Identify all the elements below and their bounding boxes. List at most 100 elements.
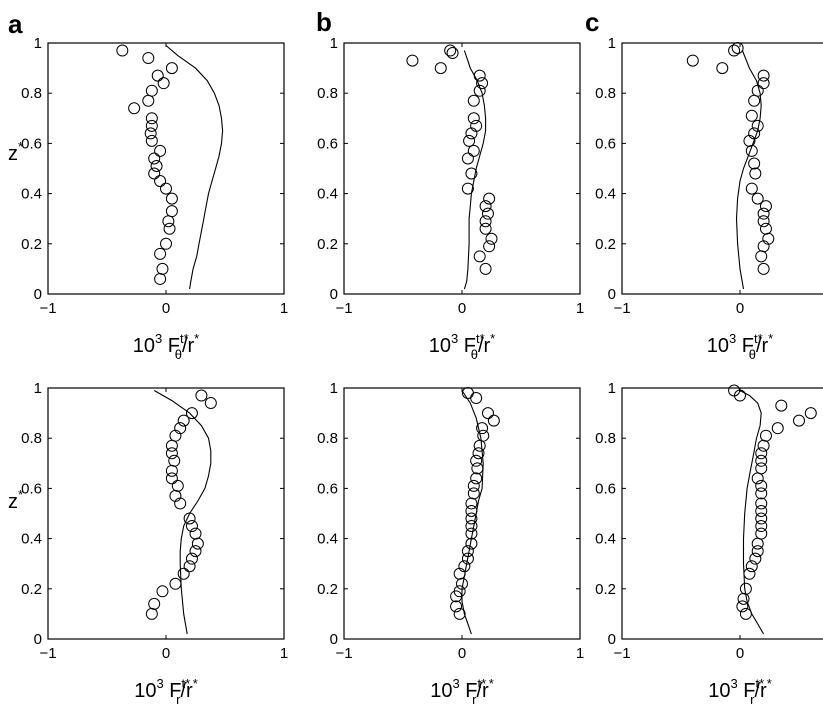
x-axis-label-prefix: 10 — [429, 335, 451, 357]
x-axis-label-F: F — [738, 680, 756, 702]
x-axis-label-sup: t* — [181, 676, 190, 691]
y-tick-label: 0.8 — [21, 430, 42, 447]
model-line — [153, 390, 212, 635]
y-axis-label-top: z* — [8, 139, 23, 165]
x-axis-label-slash: /r — [477, 680, 490, 702]
x-axis-label-sup2: * — [194, 331, 199, 346]
data-point — [755, 462, 768, 475]
data-point — [716, 62, 729, 75]
y-tick-label: 0.8 — [595, 430, 616, 447]
model-line — [739, 390, 765, 635]
y-tick-label: 0.6 — [595, 480, 616, 497]
data-point — [731, 42, 744, 55]
data-point — [465, 537, 478, 550]
data-point — [444, 44, 457, 57]
model-line — [463, 50, 487, 290]
data-point — [195, 389, 208, 402]
data-point — [467, 487, 480, 500]
x-axis-label-sup2: * — [193, 676, 198, 691]
x-axis-label: 103 Ft* r/r* — [134, 676, 198, 707]
data-point — [755, 479, 768, 492]
data-point — [116, 44, 129, 57]
data-point — [759, 429, 772, 442]
data-point — [804, 407, 817, 420]
y-tick-label: 0.2 — [21, 236, 42, 253]
data-point — [755, 487, 768, 500]
model-line — [461, 390, 484, 635]
y-tick-label: 0 — [608, 286, 616, 303]
data-point — [476, 77, 489, 90]
data-point — [476, 422, 489, 435]
data-point — [151, 69, 164, 82]
data-point — [165, 205, 178, 218]
data-point — [204, 397, 217, 410]
y-tick-label: 1 — [608, 35, 616, 52]
y-tick-label: 0.2 — [595, 581, 616, 598]
x-tick-label: 0 — [458, 300, 466, 317]
x-axis-label: 103 Ft* r/r* — [708, 676, 772, 707]
data-point — [145, 84, 158, 97]
model-line — [735, 50, 762, 290]
data-point — [160, 237, 172, 250]
data-point — [479, 262, 492, 275]
x-axis-label-slash: /r — [478, 335, 491, 357]
y-axis-label-main: z — [8, 143, 18, 165]
y-tick-label: 0 — [330, 286, 338, 303]
data-point — [177, 414, 190, 427]
data-point — [755, 447, 768, 460]
data-point — [169, 577, 182, 590]
data-point — [467, 94, 480, 107]
data-point — [757, 262, 770, 275]
x-tick-label: 0 — [736, 300, 744, 317]
y-tick-label: 1 — [608, 380, 616, 397]
data-point — [745, 560, 758, 573]
data-point — [757, 69, 770, 82]
data-point — [757, 207, 770, 220]
data-point — [145, 607, 158, 620]
data-point — [150, 159, 163, 172]
y-tick-label: 0.6 — [595, 135, 616, 152]
x-axis-label-sup: t* — [477, 676, 486, 691]
data-point — [481, 207, 494, 220]
data-point — [749, 167, 762, 180]
panel-letter-b: b — [316, 7, 332, 37]
data-point — [461, 545, 474, 558]
y-tick-label: 0 — [608, 631, 616, 648]
data-point — [473, 84, 486, 97]
data-point — [755, 497, 768, 510]
y-axis-label-sup: * — [18, 487, 23, 502]
data-point — [755, 504, 768, 517]
data-point — [154, 144, 167, 157]
data-point — [483, 240, 496, 253]
plot-frame — [47, 42, 285, 295]
x-axis-label-exp: 3 — [155, 331, 162, 346]
data-point — [755, 520, 768, 533]
data-point — [751, 545, 764, 558]
data-point — [771, 422, 784, 435]
data-point — [446, 47, 459, 60]
y-axis-label-sup: * — [18, 139, 23, 154]
y-tick-label: 0.6 — [21, 480, 42, 497]
x-axis-label-sup2: * — [768, 331, 773, 346]
data-point — [465, 127, 478, 140]
data-point — [465, 527, 478, 540]
data-point — [481, 407, 494, 420]
data-point — [156, 262, 169, 275]
y-tick-label: 0.8 — [21, 85, 42, 102]
data-point — [755, 454, 768, 467]
data-point — [162, 215, 175, 228]
y-tick-label: 1 — [330, 35, 338, 52]
y-tick-label: 0 — [34, 286, 42, 303]
x-axis-label-sup2: * — [767, 676, 772, 691]
data-point — [734, 389, 746, 402]
y-tick-label: 0 — [34, 631, 42, 648]
data-point — [467, 144, 480, 157]
data-point — [477, 429, 490, 442]
data-point — [751, 119, 764, 132]
data-point — [174, 497, 187, 510]
x-axis-label-prefix: 10 — [134, 680, 156, 702]
data-point — [759, 222, 772, 235]
